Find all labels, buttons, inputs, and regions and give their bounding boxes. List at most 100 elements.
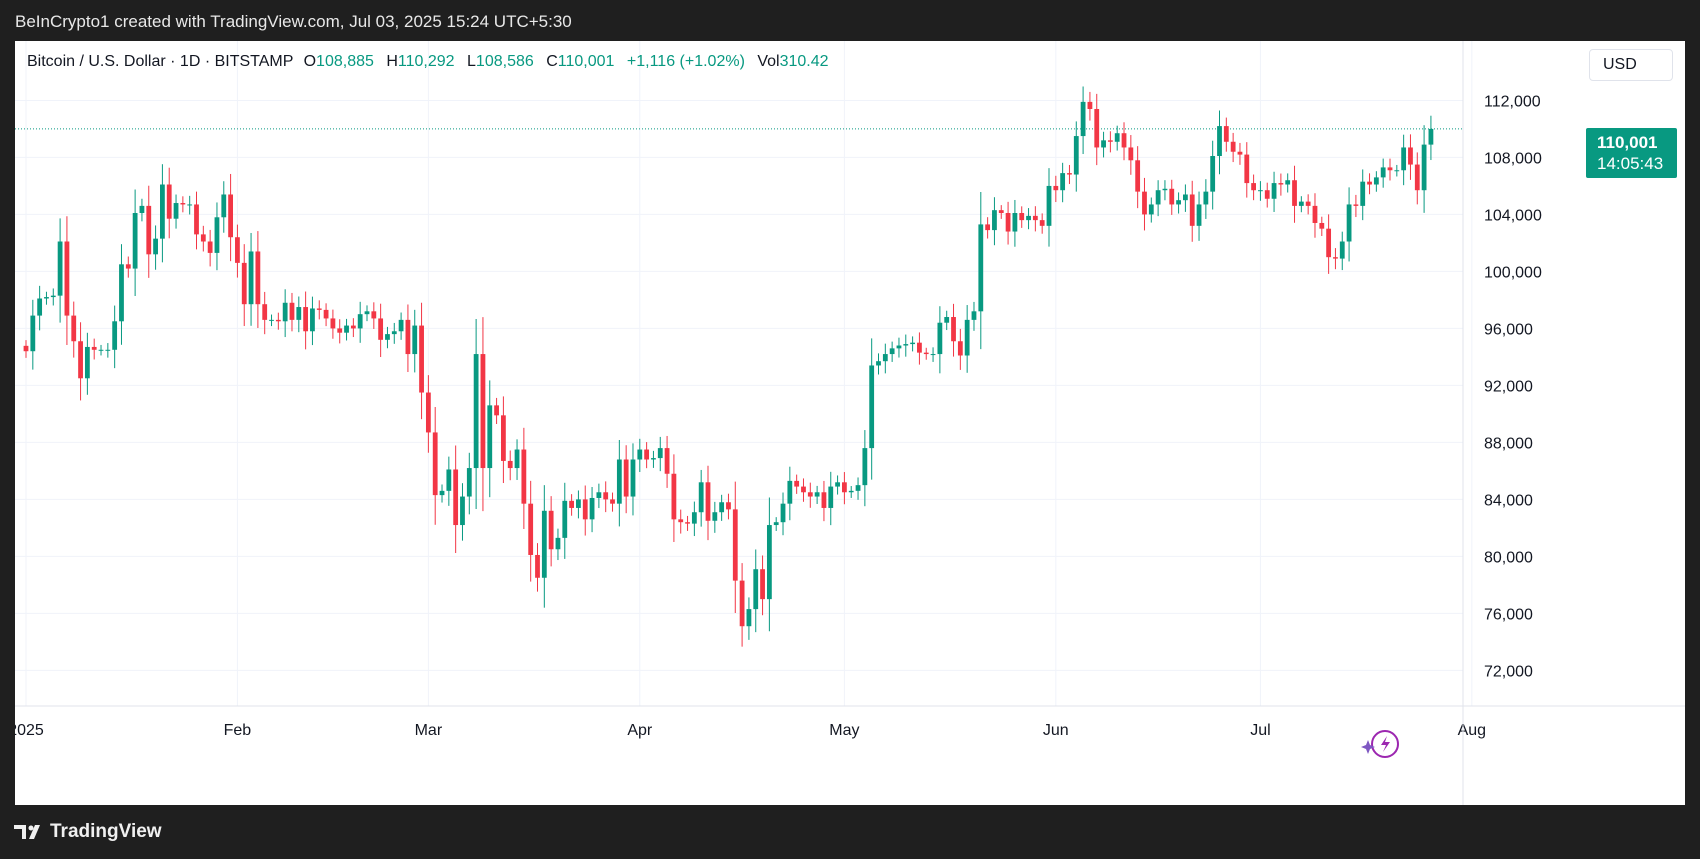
candle-body: [316, 308, 322, 310]
candle: [494, 397, 499, 425]
candle: [1387, 158, 1393, 181]
candle-body: [835, 482, 840, 487]
candle: [303, 291, 309, 350]
candle: [221, 181, 227, 233]
legend-symbol[interactable]: Bitcoin / U.S. Dollar · 1D · BITSTAMP: [27, 53, 294, 70]
candle: [903, 334, 909, 357]
candle: [180, 196, 186, 213]
candle: [1333, 248, 1338, 270]
candle: [364, 305, 370, 322]
candle: [1039, 213, 1045, 234]
candle-body: [405, 319, 411, 355]
candle-body: [582, 499, 588, 520]
x-tick-label: Aug: [1458, 722, 1486, 739]
candle-body: [1087, 101, 1093, 109]
candle-body: [282, 302, 288, 322]
candle: [1271, 171, 1277, 212]
candle-body: [869, 365, 875, 449]
candle: [316, 300, 322, 320]
candle: [685, 515, 690, 531]
candle: [535, 543, 540, 592]
candle-body: [1012, 213, 1018, 232]
candle-body: [1387, 167, 1393, 171]
candle-body: [262, 304, 268, 320]
candle-body: [576, 499, 581, 508]
candle-body: [1223, 126, 1229, 142]
candle: [1101, 131, 1106, 158]
candle-body: [1237, 151, 1243, 155]
candle-body: [630, 459, 636, 497]
candle-body: [705, 482, 711, 521]
candle: [1189, 180, 1195, 242]
candle-body: [1148, 204, 1154, 215]
candle-body: [698, 482, 704, 513]
candle-body: [637, 449, 643, 460]
candle: [419, 302, 424, 420]
candle: [528, 480, 534, 582]
candle-body: [780, 503, 786, 523]
candle-body: [153, 238, 158, 255]
candle: [446, 456, 452, 506]
candle-body: [555, 537, 561, 550]
candle: [1107, 131, 1113, 153]
candle-body: [446, 469, 452, 491]
candle: [691, 501, 697, 537]
candle: [296, 296, 302, 333]
top-attribution-bar: BeInCrypto1 created with TradingView.com…: [0, 0, 1700, 44]
attribution-text: BeInCrypto1 created with TradingView.com…: [15, 12, 572, 31]
y-tick-label: 88,000: [1484, 435, 1533, 452]
candle: [842, 472, 847, 505]
candle-body: [84, 346, 90, 379]
candle: [235, 224, 240, 278]
candle: [1203, 179, 1209, 219]
candle-body: [112, 321, 118, 350]
candle: [576, 490, 581, 519]
tradingview-logo-icon: [14, 825, 40, 839]
candle: [678, 509, 684, 534]
tradingview-logo-text: TradingView: [50, 821, 162, 842]
candle-body: [1210, 156, 1216, 192]
candle-body: [371, 311, 377, 319]
currency-button[interactable]: USD: [1589, 49, 1673, 81]
candle: [726, 493, 731, 520]
y-tick-label: 92,000: [1484, 378, 1533, 395]
candle: [1155, 180, 1161, 217]
bar-countdown: 14:05:43: [1597, 154, 1664, 173]
candle: [548, 496, 554, 567]
last-price-value: 110,001: [1597, 133, 1658, 152]
candlestick-chart[interactable]: 72,000 76,000 80,000 84,000 88,000 92,000 96,0…: [15, 41, 1685, 805]
candle-body: [589, 497, 595, 520]
candle-body: [746, 609, 752, 627]
candle-body: [57, 241, 63, 296]
candle: [200, 225, 206, 252]
candle-body: [364, 311, 370, 315]
candle-body: [173, 203, 179, 219]
candle: [337, 319, 343, 344]
candle: [1176, 192, 1181, 214]
candle-body: [391, 331, 397, 335]
candle: [166, 167, 172, 239]
candle: [153, 225, 158, 270]
candle: [1326, 214, 1332, 274]
legend-vol-label: Vol: [757, 53, 780, 70]
ohlc-legend: Bitcoin / U.S. Dollar · 1D · BITSTAMP O1…: [27, 53, 837, 71]
candle: [705, 465, 711, 541]
candle: [350, 318, 356, 338]
candle: [889, 341, 895, 362]
candle: [1087, 91, 1093, 121]
candle: [330, 309, 336, 339]
candle: [882, 343, 888, 374]
candle: [1046, 168, 1052, 247]
candle: [855, 477, 861, 500]
candle-body: [828, 486, 834, 508]
candle-body: [1394, 170, 1400, 172]
candle: [971, 301, 977, 331]
chart-panel[interactable]: 72,000 76,000 80,000 84,000 88,000 92,000 96,0…: [15, 41, 1685, 805]
candle: [91, 338, 97, 360]
legend-change: +1,116 (+1.02%): [626, 53, 745, 70]
candle-body: [971, 311, 977, 320]
candle: [398, 312, 404, 340]
candle-body: [521, 449, 527, 504]
tradingview-logo[interactable]: TradingView: [14, 821, 162, 843]
candle: [610, 492, 615, 512]
